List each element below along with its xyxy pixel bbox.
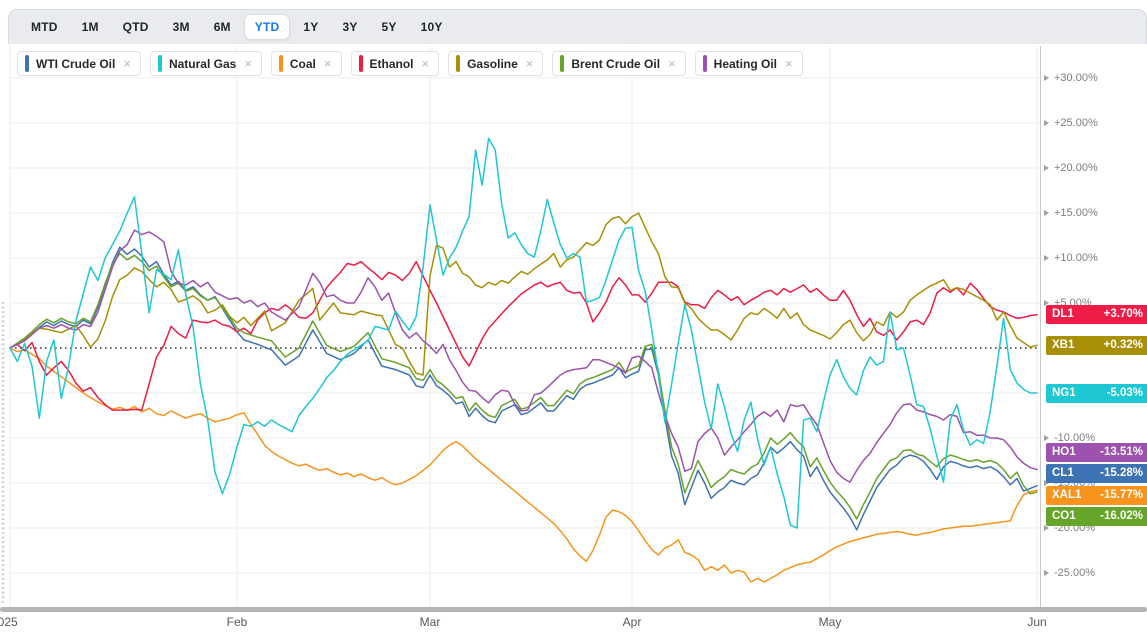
price-label-xb1: XB1 +0.32% <box>1046 335 1147 355</box>
legend-chip-natural-gas: Natural Gas × <box>149 51 262 76</box>
series-color-bar <box>456 55 461 72</box>
badge-symbol: NG1 <box>1052 386 1076 399</box>
series-label: Coal <box>289 56 316 71</box>
price-label-xal1: XAL1 -15.77% <box>1046 485 1147 505</box>
remove-icon[interactable]: × <box>123 56 131 71</box>
legend-chip-coal: Coal × <box>270 51 342 76</box>
series-line-dl1 <box>9 260 1038 411</box>
badge-symbol: DL1 <box>1052 308 1074 321</box>
tab-1m[interactable]: 1M <box>71 15 110 39</box>
series-label: Natural Gas <box>168 56 237 71</box>
remove-icon[interactable]: × <box>244 56 252 71</box>
series-color-bar <box>25 55 29 72</box>
tab-5y[interactable]: 5Y <box>371 15 408 39</box>
remove-icon[interactable]: × <box>421 56 430 71</box>
badge-change-value: -13.51% <box>1100 445 1143 458</box>
x-axis: 2025 Feb Mar Apr May Jun <box>0 615 1147 633</box>
x-tick-label: Jun <box>1027 615 1047 629</box>
tab-ytd[interactable]: YTD <box>243 14 291 40</box>
badge-symbol: CL1 <box>1052 467 1074 480</box>
series-color-bar <box>702 55 707 72</box>
scrollbar-thumb[interactable] <box>0 607 1147 612</box>
tab-3m[interactable]: 3M <box>162 15 201 39</box>
series-label: Gasoline <box>467 56 518 71</box>
series-label: Ethanol <box>369 56 414 71</box>
series-color-bar <box>278 55 283 72</box>
price-label-co1: CO1 -16.02% <box>1046 507 1147 527</box>
remove-icon[interactable]: × <box>323 56 332 71</box>
price-label-dl1: DL1 +3.70% <box>1046 305 1147 325</box>
horizontal-scrollbar[interactable] <box>0 607 1147 613</box>
legend-chip-brent-crude-oil: Brent Crude Oil × <box>552 51 686 76</box>
series-line-ho1 <box>9 229 1038 483</box>
series-line-cl1 <box>9 246 1038 531</box>
badge-change-value: -5.03% <box>1106 386 1143 399</box>
tab-6m[interactable]: 6M <box>203 15 242 39</box>
badge-symbol: CO1 <box>1052 510 1076 523</box>
badge-change-value: -15.77% <box>1100 488 1143 501</box>
x-tick-label: 2025 <box>0 615 18 629</box>
series-line-xal1 <box>9 347 1038 583</box>
x-tick-label: May <box>818 615 842 629</box>
legend-chip-gasoline: Gasoline × <box>448 51 544 76</box>
price-label-cl1: CL1 -15.28% <box>1046 464 1147 484</box>
x-tick-label: Feb <box>226 615 248 629</box>
legend-chip-wti-crude-oil: WTI Crude Oil × <box>17 51 141 76</box>
series-line-ng1 <box>9 137 1038 529</box>
remove-icon[interactable]: × <box>668 56 676 71</box>
tab-10y[interactable]: 10Y <box>410 15 454 39</box>
badge-change-value: +0.32% <box>1103 338 1143 351</box>
series-line-xb1 <box>9 212 1038 376</box>
badge-change-value: -15.28% <box>1100 467 1143 480</box>
price-label-ng1: NG1 -5.03% <box>1046 383 1147 403</box>
badge-symbol: XB1 <box>1052 338 1075 351</box>
legend-chip-ethanol: Ethanol × <box>350 51 440 76</box>
series-color-bar <box>560 55 565 72</box>
series-line-co1 <box>9 252 1038 520</box>
x-tick-label: Apr <box>622 615 642 629</box>
series-label: Brent Crude Oil <box>571 56 661 71</box>
legend-chip-heating-oil: Heating Oil × <box>694 51 803 76</box>
price-label-ho1: HO1 -13.51% <box>1046 442 1147 462</box>
series-label: WTI Crude Oil <box>36 56 116 71</box>
badge-change-value: +3.70% <box>1103 308 1143 321</box>
remove-icon[interactable]: × <box>525 56 534 71</box>
badge-symbol: HO1 <box>1052 445 1076 458</box>
series-color-bar <box>157 55 162 72</box>
badge-symbol: XAL1 <box>1052 488 1082 501</box>
tab-qtd[interactable]: QTD <box>112 15 160 39</box>
tab-1y[interactable]: 1Y <box>292 15 329 39</box>
legend-bar: WTI Crude Oil × Natural Gas × Coal × Ethanol × G… <box>17 51 803 76</box>
series-color-bar <box>358 55 363 72</box>
badge-change-value: -16.02% <box>1100 510 1143 523</box>
tab-3y[interactable]: 3Y <box>331 15 368 39</box>
series-label: Heating Oil <box>713 56 777 71</box>
remove-icon[interactable]: × <box>785 56 793 71</box>
x-tick-label: Mar <box>419 615 441 629</box>
tab-mtd[interactable]: MTD <box>20 15 69 39</box>
period-toolbar: MTD 1M QTD 3M 6M YTD 1Y 3Y 5Y 10Y <box>8 9 1147 44</box>
